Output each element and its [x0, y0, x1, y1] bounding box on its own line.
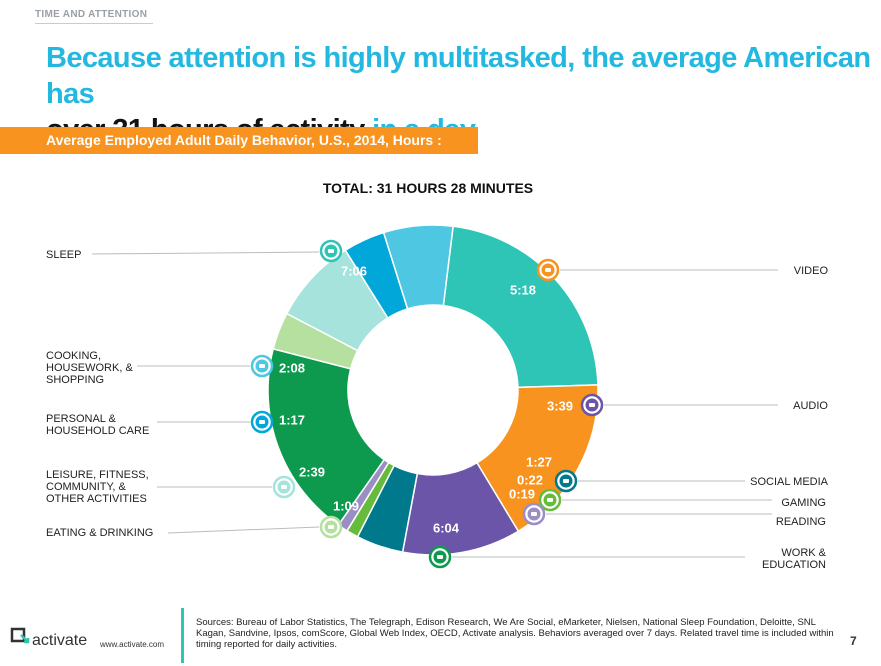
category-label-line: READING: [776, 516, 826, 528]
category-label-gaming: GAMING: [781, 497, 826, 509]
gamepad-icon: [538, 488, 562, 512]
sources-note: Sources: Bureau of Labor Statistics, The…: [196, 617, 834, 650]
value-label-sleep: 7:06: [341, 263, 367, 278]
category-label-line: COOKING,: [46, 350, 101, 362]
briefcase-icon: [428, 545, 452, 569]
tv-icon: [536, 258, 560, 282]
care-icon: [250, 410, 274, 434]
category-label-line: AUDIO: [793, 400, 828, 412]
fitness-icon: [272, 475, 296, 499]
category-label-leisure: LEISURE, FITNESS, COMMUNITY, & OTHER ACTIV…: [46, 469, 149, 505]
category-label-line: EATING & DRINKING: [46, 527, 153, 539]
category-label-line: OTHER ACTIVITIES: [46, 493, 147, 505]
category-label-line: SOCIAL MEDIA: [750, 476, 828, 488]
category-label-line: SLEEP: [46, 249, 81, 261]
value-label-reading: 0:19: [509, 486, 535, 501]
value-labels: 7:06 5:18 3:39 1:27 0:220:19 6:04 1:09 2:39 1:17…: [279, 263, 573, 535]
chart-title: TOTAL: 31 HOURS 28 MINUTES: [322, 180, 534, 196]
value-label-cooking: 2:08: [279, 360, 305, 375]
category-label-line: PERSONAL &: [46, 413, 117, 425]
category-label-sleep: SLEEP: [46, 249, 81, 261]
chart-subtitle-banner: Average Employed Adult Daily Behavior, U…: [0, 127, 478, 175]
slice-cooking: [382, 224, 454, 310]
housework-icon: [250, 354, 274, 378]
utensils-icon: [319, 515, 343, 539]
category-label-eating: EATING & DRINKING: [46, 527, 153, 539]
category-labels: SLEEP VIDEO AUDIO SOCIAL MEDIA GAMING READING…: [46, 249, 829, 571]
speaker-icon: [580, 393, 604, 417]
brand-name: activate: [32, 632, 88, 649]
book-icon: [522, 502, 546, 526]
bed-icon: [319, 239, 343, 263]
eyebrow-divider: [35, 23, 153, 24]
value-label-leisure: 2:39: [299, 464, 325, 479]
activate-logo-icon: [10, 627, 30, 644]
category-label-line: EDUCATION: [762, 559, 826, 571]
page-number: 7: [850, 634, 857, 648]
slice-icons: [250, 239, 604, 569]
leader-line-eating: [167, 526, 320, 534]
slice-work: [267, 347, 386, 527]
category-label-audio: AUDIO: [793, 400, 828, 412]
category-label-line: SHOPPING: [46, 374, 104, 386]
share-icon: [554, 469, 578, 493]
category-label-personal: PERSONAL & HOUSEHOLD CARE: [46, 413, 149, 437]
category-label-line: COMMUNITY, &: [46, 481, 127, 493]
category-label-line: LEISURE, FITNESS,: [46, 469, 149, 481]
value-label-personal: 1:17: [279, 412, 305, 427]
category-label-line: HOUSEHOLD CARE: [46, 425, 149, 437]
category-label-reading: READING: [776, 516, 826, 528]
value-label-eating: 1:09: [333, 498, 359, 513]
value-label-gaming: 0:22: [517, 472, 543, 487]
category-label-line: GAMING: [781, 497, 826, 509]
headline-part-1: Because attention is highly multitasked,…: [46, 42, 871, 110]
section-eyebrow: TIME AND ATTENTION: [35, 9, 148, 20]
category-label-work: WORK & EDUCATION: [762, 547, 827, 571]
category-label-line: WORK &: [781, 547, 826, 559]
category-label-video: VIDEO: [794, 265, 829, 277]
value-label-video: 5:18: [510, 282, 536, 297]
value-label-work: 6:04: [433, 520, 460, 535]
donut-slices: [267, 224, 599, 556]
category-label-social: SOCIAL MEDIA: [750, 476, 828, 488]
leader-line-sleep: [91, 251, 320, 255]
category-label-line: HOUSEWORK, &: [46, 362, 133, 374]
leader-lines: [91, 251, 778, 558]
value-label-social: 1:27: [526, 454, 552, 469]
banner-text: Average Employed Adult Daily Behavior, U…: [0, 132, 442, 175]
slice-sleep: [442, 225, 599, 389]
category-label-line: VIDEO: [794, 265, 829, 277]
value-label-audio: 3:39: [547, 398, 573, 413]
footer-divider: [181, 608, 184, 663]
brand-url[interactable]: www.activate.com: [100, 640, 165, 649]
slice-video: [475, 384, 599, 533]
category-label-cooking: COOKING, HOUSEWORK, & SHOPPING: [46, 350, 133, 386]
